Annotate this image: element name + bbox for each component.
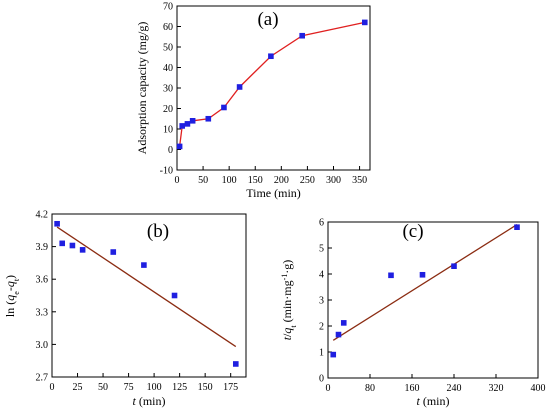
data-point	[171, 292, 178, 299]
data-point	[189, 118, 196, 124]
x-tick-label: 320	[489, 383, 504, 394]
y-tick-label: 70	[163, 2, 173, 13]
x-tick-label: 400	[531, 383, 546, 394]
y-tick-label: 3.0	[36, 340, 49, 351]
data-point	[221, 104, 227, 111]
y-tick-label: 50	[163, 43, 173, 54]
data-point	[514, 224, 520, 230]
data-point	[361, 19, 368, 26]
plot-frame	[51, 213, 247, 378]
data-point	[54, 220, 60, 227]
data-point	[176, 143, 183, 150]
series-line	[178, 21, 365, 147]
x-tick-label: 100	[147, 382, 162, 393]
data-point	[59, 240, 66, 247]
x-tick-label: 0	[175, 175, 180, 186]
data-point	[299, 32, 305, 39]
plot-frame	[176, 5, 371, 171]
data-point	[236, 84, 243, 90]
x-tick-label: 150	[198, 382, 213, 393]
x-tick-label: 175	[223, 382, 238, 393]
data-point	[451, 263, 457, 269]
data-point	[268, 53, 274, 60]
panel-c: 0 80 160 240 320 400 0 1 2 3 4 5 6 (c) t (min) t/qt (mi…	[280, 218, 546, 409]
panel-label: (a)	[257, 9, 278, 30]
data-point	[184, 121, 191, 127]
data-point	[110, 249, 117, 255]
y-tick-label: 2.7	[36, 373, 49, 384]
fit-line	[56, 226, 237, 348]
x-tick-label: 350	[352, 175, 367, 186]
x-tick-label: 0	[326, 383, 331, 394]
x-tick-label: 25	[73, 382, 83, 393]
y-tick-label: 40	[163, 63, 173, 74]
data-point	[340, 320, 347, 326]
y-tick-label: 3.6	[36, 275, 49, 286]
x-axis-label: t (min)	[416, 394, 449, 408]
fit-line	[332, 224, 518, 341]
x-axis-label: t (min)	[132, 394, 165, 408]
data-point	[330, 351, 337, 358]
data-point	[232, 361, 239, 367]
x-tick-label: 300	[326, 175, 341, 186]
y-axis-label: Adsorption capacity (mg/g)	[135, 22, 149, 155]
x-tick-label: 150	[248, 175, 263, 186]
data-point	[69, 242, 76, 249]
y-tick-label: 4	[319, 270, 324, 281]
y-tick-label: 20	[163, 104, 173, 115]
y-axis-label: ln (qe-qt)	[3, 275, 21, 317]
x-tick-label: 50	[198, 175, 208, 186]
y-tick-label: 10	[163, 125, 173, 136]
data-point	[79, 247, 86, 253]
y-tick-label: 1	[319, 348, 324, 359]
x-tick-label: 80	[365, 383, 375, 394]
panel-a: 0 50 100 150 200 250 300 350-10010203040506070(…	[135, 2, 371, 200]
y-tick-label: 30	[163, 84, 173, 95]
y-tick-label: 2	[319, 322, 324, 333]
y-tick-label: 4.2	[36, 210, 49, 221]
y-tick-label: 3	[319, 296, 324, 307]
data-point	[141, 262, 147, 268]
x-tick-label: 200	[274, 175, 289, 186]
x-tick-label: 100	[222, 175, 237, 186]
data-point	[335, 331, 342, 338]
y-tick-label: 0	[319, 374, 324, 385]
x-tick-label: 240	[447, 383, 462, 394]
x-tick-label: 160	[405, 383, 420, 394]
y-tick-label: 3.3	[36, 307, 49, 318]
y-tick-label: 6	[319, 218, 324, 229]
data-point	[179, 123, 186, 129]
x-tick-label: 75	[124, 382, 134, 393]
x-tick-label: 125	[172, 382, 187, 393]
data-point	[419, 271, 426, 278]
panel-label: (c)	[402, 221, 423, 242]
x-axis-label: Time (min)	[246, 186, 301, 200]
y-tick-label: -10	[160, 166, 173, 177]
y-tick-label: 3.9	[36, 242, 49, 253]
y-axis-label: t/qt (min·mg-1·g)	[280, 260, 298, 341]
panel-b: 0 25 50 75 100 125 150 175 2.7 3.0 3.3 3.6 3.9 4.2 (b)…	[3, 210, 247, 408]
panel-label: (b)	[147, 221, 169, 242]
x-tick-label: 50	[98, 382, 108, 393]
y-tick-label: 5	[319, 244, 324, 255]
y-tick-label: 0	[168, 145, 173, 156]
y-tick-label: 60	[163, 22, 173, 33]
data-point	[205, 115, 212, 122]
x-tick-label: 0	[50, 382, 55, 393]
data-point	[388, 272, 394, 279]
plot-frame	[327, 221, 539, 379]
x-tick-label: 250	[300, 175, 315, 186]
